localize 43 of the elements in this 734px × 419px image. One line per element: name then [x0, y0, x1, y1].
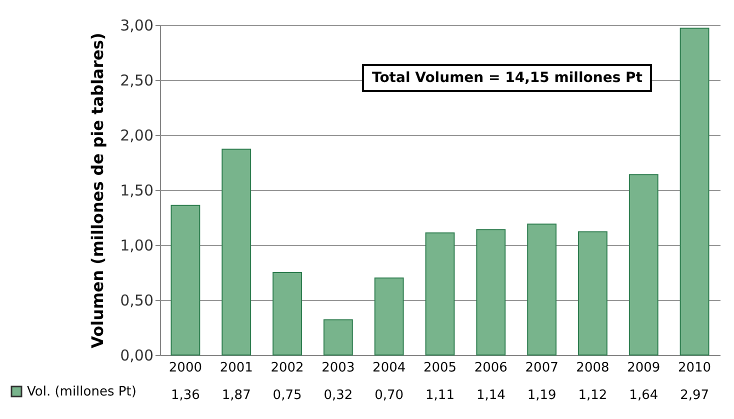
x-tick-label: 2005: [423, 360, 457, 376]
bar: [323, 319, 353, 356]
bar: [425, 232, 455, 356]
x-tick-label: 2000: [168, 360, 202, 376]
bar: [222, 148, 252, 356]
bar: [527, 224, 557, 356]
x-tick-label: 2004: [372, 360, 406, 376]
data-label: 0,70: [374, 388, 404, 403]
bar: [476, 229, 506, 356]
data-label: 1,36: [170, 388, 200, 403]
data-label: 2,97: [680, 388, 710, 403]
legend-label: Vol. (millones Pt): [27, 384, 136, 400]
y-tick-label: 1,50: [120, 182, 154, 200]
x-tick-label: 2010: [678, 360, 712, 376]
bar: [170, 204, 200, 356]
data-label: 1,14: [476, 388, 506, 403]
annotation: Total Volumen = 14,15 millones Pt: [362, 64, 652, 92]
x-tick-label: 2007: [525, 360, 558, 376]
bar: [272, 272, 302, 356]
bar: [374, 278, 404, 356]
x-tick-label: 2003: [322, 360, 355, 376]
x-tick-label: 2009: [627, 360, 660, 376]
y-tick-label: 2,00: [120, 126, 154, 144]
bar: [628, 174, 658, 356]
y-tick-label: 2,50: [120, 72, 154, 90]
y-axis-title: Volumen (millones de pie tablares): [88, 32, 108, 348]
x-tick-label: 2002: [270, 360, 304, 376]
x-tick-label: 2006: [474, 360, 508, 376]
data-label: 1,11: [426, 388, 454, 403]
bar: [680, 28, 710, 356]
data-label: 1,64: [629, 388, 658, 403]
y-tick-label: 0,50: [120, 292, 154, 310]
y-tick-label: 3,00: [120, 16, 154, 34]
data-label: 0,32: [324, 388, 353, 403]
x-tick-label: 2001: [220, 360, 253, 376]
y-tick-label: 1,00: [120, 236, 154, 254]
bar: [578, 231, 608, 356]
x-tick-label: 2008: [576, 360, 610, 376]
data-label: 1,12: [578, 388, 608, 403]
y-tick-label: 0,00: [120, 346, 154, 364]
data-label: 1,87: [222, 388, 251, 403]
data-label: 0,75: [272, 388, 302, 403]
data-label: 1,19: [527, 388, 556, 403]
